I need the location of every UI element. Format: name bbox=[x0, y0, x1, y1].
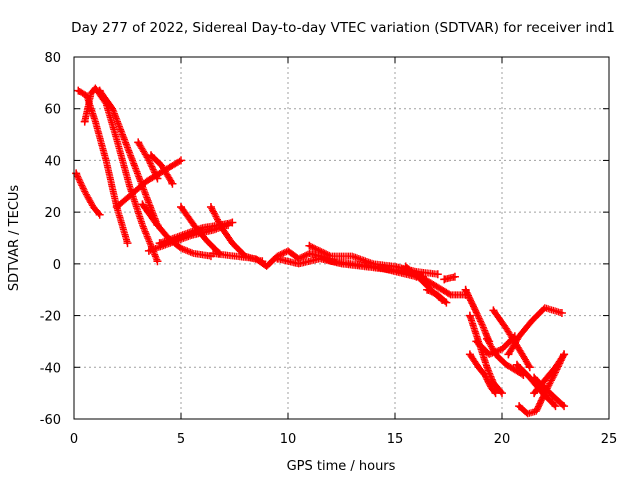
tick-labels: 0 5 10 15 20 25 -60 -40 -20 0 20 40 60 80 bbox=[40, 51, 618, 447]
y-tick-label: 20 bbox=[44, 206, 61, 221]
data-point bbox=[124, 239, 132, 247]
data-point bbox=[190, 250, 212, 259]
y-tick-label: -20 bbox=[40, 310, 61, 325]
x-tick-label: 15 bbox=[387, 432, 404, 447]
series-track-25 bbox=[504, 304, 565, 358]
y-tick-label: 80 bbox=[44, 51, 61, 66]
x-axis-title: GPS time / hours bbox=[287, 459, 396, 474]
y-tick-label: 40 bbox=[44, 154, 61, 169]
data-point bbox=[541, 304, 563, 316]
series-track-1 bbox=[72, 169, 104, 218]
data-point bbox=[92, 118, 109, 162]
y-tick-label: 0 bbox=[53, 258, 61, 273]
data-point bbox=[103, 157, 120, 209]
x-tick-label: 20 bbox=[494, 432, 511, 447]
chart-title: Day 277 of 2022, Sidereal Day-to-day VTE… bbox=[71, 20, 615, 36]
x-tick-label: 5 bbox=[177, 432, 185, 447]
chart: Day 277 of 2022, Sidereal Day-to-day VTE… bbox=[0, 0, 640, 480]
data-point bbox=[113, 204, 130, 245]
data-point bbox=[434, 270, 442, 278]
y-axis-title: SDTVAR / TECUs bbox=[7, 185, 22, 292]
series-track-19 bbox=[440, 273, 459, 284]
x-tick-label: 0 bbox=[70, 432, 78, 447]
series-track-26 bbox=[489, 306, 533, 371]
x-tick-label: 10 bbox=[280, 432, 297, 447]
x-tick-label: 25 bbox=[601, 432, 618, 447]
y-tick-label: -40 bbox=[40, 361, 61, 376]
y-tick-label: 60 bbox=[44, 103, 61, 118]
y-tick-label: -60 bbox=[40, 413, 61, 428]
